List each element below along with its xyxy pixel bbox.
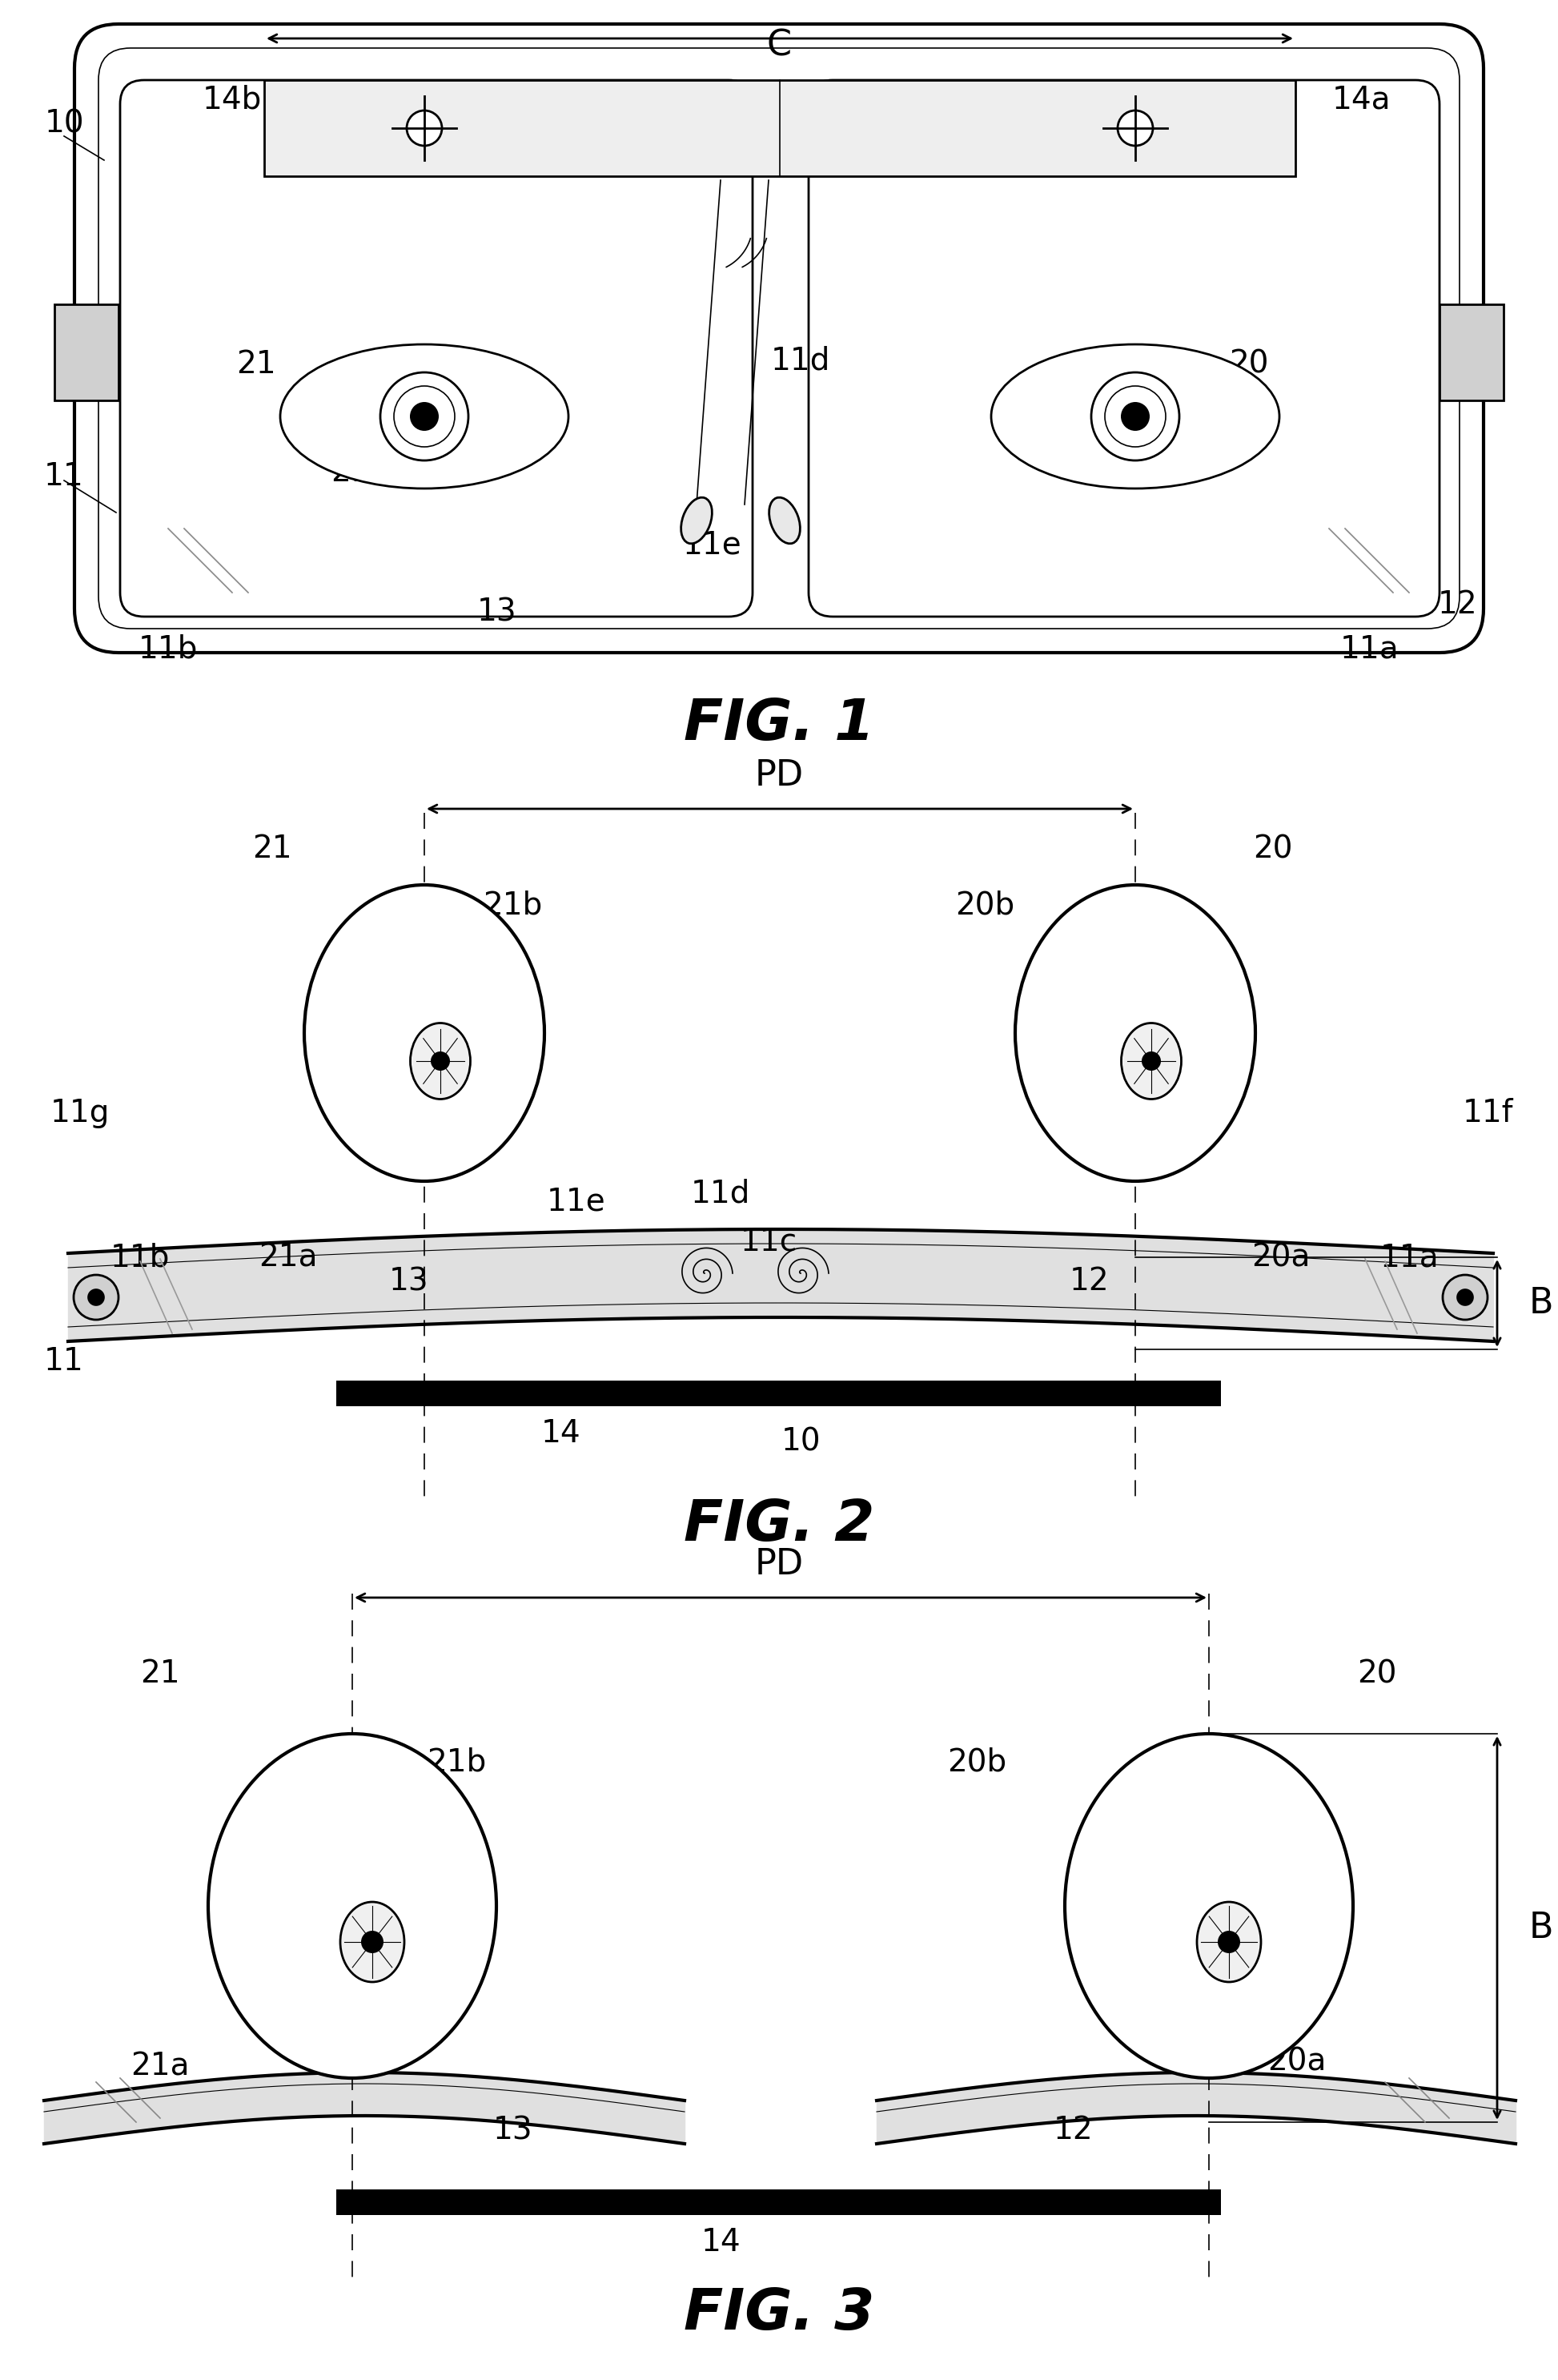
Circle shape xyxy=(410,402,439,431)
Ellipse shape xyxy=(410,1023,471,1100)
Bar xyxy=(265,81,1295,176)
Text: 11e: 11e xyxy=(682,528,742,559)
Text: 20: 20 xyxy=(1253,833,1293,864)
Circle shape xyxy=(1457,1290,1474,1304)
Ellipse shape xyxy=(304,885,544,1180)
Circle shape xyxy=(1091,371,1179,459)
Circle shape xyxy=(430,1052,450,1071)
Ellipse shape xyxy=(991,345,1279,488)
Ellipse shape xyxy=(770,497,801,543)
Text: 20a: 20a xyxy=(1251,1242,1310,1273)
Circle shape xyxy=(1117,109,1153,145)
Text: 11b: 11b xyxy=(111,1242,170,1273)
Text: 11: 11 xyxy=(44,1347,84,1376)
Ellipse shape xyxy=(340,1902,405,1983)
Text: B: B xyxy=(1530,1285,1553,1321)
Circle shape xyxy=(73,1276,118,1321)
Circle shape xyxy=(1105,386,1165,447)
Text: 20: 20 xyxy=(1357,1659,1398,1690)
Text: 11a: 11a xyxy=(1340,633,1399,664)
Text: 13: 13 xyxy=(477,597,516,628)
Text: 11a: 11a xyxy=(1380,1242,1438,1273)
Text: 11: 11 xyxy=(44,462,84,493)
Bar xyxy=(1440,305,1503,400)
Text: 11c: 11c xyxy=(740,1226,798,1257)
Ellipse shape xyxy=(1064,1733,1352,2078)
Circle shape xyxy=(1443,1276,1488,1321)
Text: FIG. 2: FIG. 2 xyxy=(684,1497,874,1552)
Ellipse shape xyxy=(1122,1023,1181,1100)
Text: 10: 10 xyxy=(781,1426,821,1457)
Text: 14b: 14b xyxy=(203,86,262,114)
Circle shape xyxy=(1218,1930,1240,1954)
Ellipse shape xyxy=(1197,1902,1260,1983)
FancyBboxPatch shape xyxy=(75,24,1483,652)
Circle shape xyxy=(407,109,442,145)
Text: 11d: 11d xyxy=(690,1178,751,1209)
Text: 21a: 21a xyxy=(330,457,390,488)
Circle shape xyxy=(380,371,469,459)
Text: 14: 14 xyxy=(541,1418,580,1449)
Text: 12: 12 xyxy=(1069,1266,1109,1297)
Ellipse shape xyxy=(280,345,569,488)
Text: 21a: 21a xyxy=(259,1242,318,1273)
Text: 11b: 11b xyxy=(139,633,198,664)
Text: 21b: 21b xyxy=(483,890,542,921)
Text: 21: 21 xyxy=(140,1659,181,1690)
Text: 21a: 21a xyxy=(131,2052,190,2080)
Text: 14: 14 xyxy=(701,2228,740,2259)
Bar xyxy=(337,2190,1221,2216)
Text: 20: 20 xyxy=(1229,350,1268,378)
Text: 11f: 11f xyxy=(1461,1097,1513,1128)
Text: 20b: 20b xyxy=(947,1747,1006,1778)
Text: 12: 12 xyxy=(1438,590,1477,619)
Text: PD: PD xyxy=(754,1547,804,1583)
Text: FIG. 3: FIG. 3 xyxy=(684,2287,874,2342)
Text: 12: 12 xyxy=(1053,2116,1092,2144)
Text: 21: 21 xyxy=(252,833,291,864)
Ellipse shape xyxy=(209,1733,497,2078)
Text: 21b: 21b xyxy=(427,1747,486,1778)
Text: 20b: 20b xyxy=(955,890,1014,921)
Text: 10: 10 xyxy=(44,109,84,140)
Text: C: C xyxy=(767,29,791,62)
Circle shape xyxy=(1120,402,1150,431)
Text: 11c: 11c xyxy=(597,88,653,119)
Circle shape xyxy=(1142,1052,1161,1071)
Circle shape xyxy=(361,1930,383,1954)
FancyBboxPatch shape xyxy=(809,81,1440,616)
Text: 14a: 14a xyxy=(1332,86,1390,114)
Ellipse shape xyxy=(681,497,712,543)
FancyBboxPatch shape xyxy=(120,81,753,616)
Bar xyxy=(337,1380,1221,1407)
Circle shape xyxy=(394,386,455,447)
Text: 20a: 20a xyxy=(1116,457,1175,488)
Text: 11g: 11g xyxy=(50,1097,109,1128)
Text: 14: 14 xyxy=(821,88,860,119)
Ellipse shape xyxy=(1016,885,1256,1180)
Text: 11d: 11d xyxy=(771,345,830,376)
Circle shape xyxy=(89,1290,104,1304)
Text: PD: PD xyxy=(754,759,804,793)
Text: 21: 21 xyxy=(237,350,276,378)
Text: 13: 13 xyxy=(492,2116,533,2144)
Text: FIG. 1: FIG. 1 xyxy=(684,697,874,752)
Text: 11e: 11e xyxy=(547,1185,606,1216)
Bar xyxy=(55,305,118,400)
Text: B: B xyxy=(1530,1911,1553,1944)
Text: 13: 13 xyxy=(388,1266,428,1297)
FancyBboxPatch shape xyxy=(98,48,1460,628)
Text: 20a: 20a xyxy=(1268,2047,1326,2078)
